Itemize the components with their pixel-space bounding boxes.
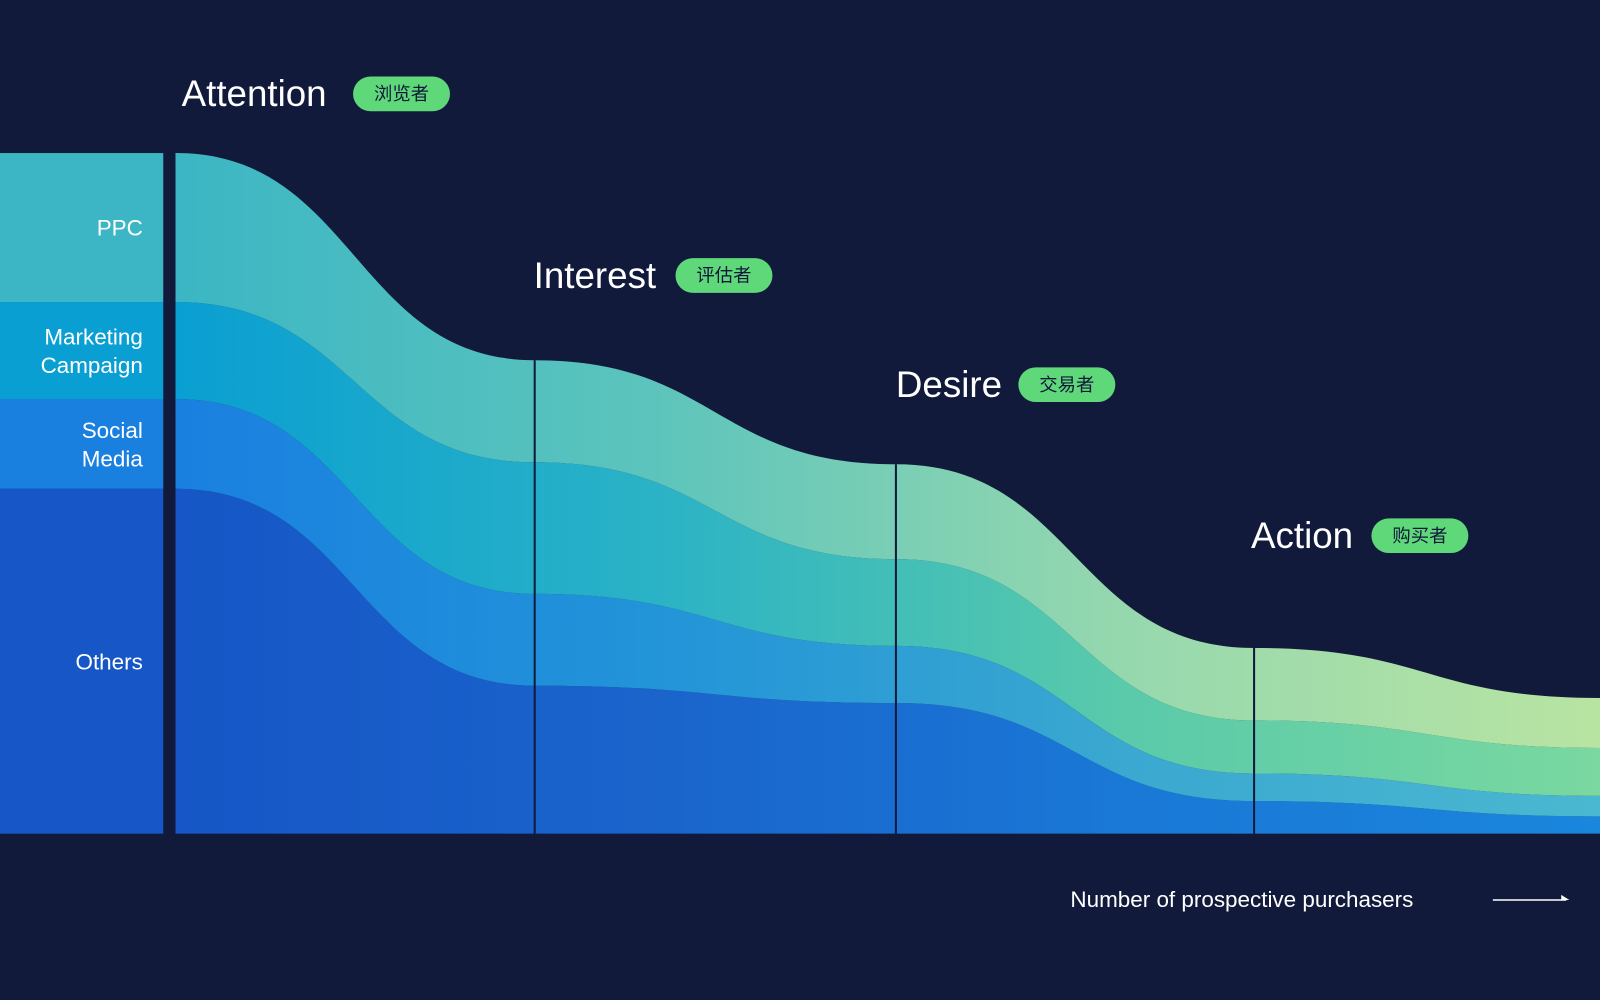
area-others <box>175 488 1600 834</box>
legend-label: Others <box>76 649 143 674</box>
stage-title: Action <box>1251 515 1353 556</box>
stage-badge <box>1018 367 1116 403</box>
stage-badge <box>353 76 450 112</box>
legend-label: Marketing Campaign <box>41 324 143 378</box>
legend-bar-social-media <box>0 398 164 489</box>
stage-title: Attention <box>182 73 327 114</box>
legend-bar-others <box>0 488 164 834</box>
area-layers <box>175 153 1600 834</box>
stage-badge <box>675 258 773 293</box>
x-axis-label: Number of prospective purchasers <box>1070 887 1413 912</box>
stage-labels: Attention 浏览者 Interest 评估者 Desire 交易者 Action 购买… <box>182 73 1469 556</box>
legend-bars <box>0 153 164 834</box>
stage-badge-label: 浏览者 <box>374 84 429 105</box>
stage-badge-label: 评估者 <box>696 266 751 287</box>
stage-badge <box>1371 518 1469 554</box>
legend-label: Social Media <box>82 418 144 472</box>
area-ppc <box>175 153 1600 748</box>
stage-dividers <box>533 360 1256 835</box>
arrow-right-icon <box>1492 894 1570 901</box>
stage-badge-label: 交易者 <box>1039 375 1094 396</box>
legend-bar-ppc <box>0 153 164 303</box>
stage-badge-label: 购买者 <box>1392 526 1447 547</box>
legend-labels: Others Social Media Marketing Campaign PPC <box>41 216 144 675</box>
stage-title: Interest <box>534 255 656 296</box>
legend-label: PPC <box>97 216 143 241</box>
area-marketing-campaign <box>175 302 1600 796</box>
legend-bar-marketing-campaign <box>0 302 164 399</box>
stage-title: Desire <box>896 364 1002 405</box>
area-social-media <box>175 398 1600 817</box>
